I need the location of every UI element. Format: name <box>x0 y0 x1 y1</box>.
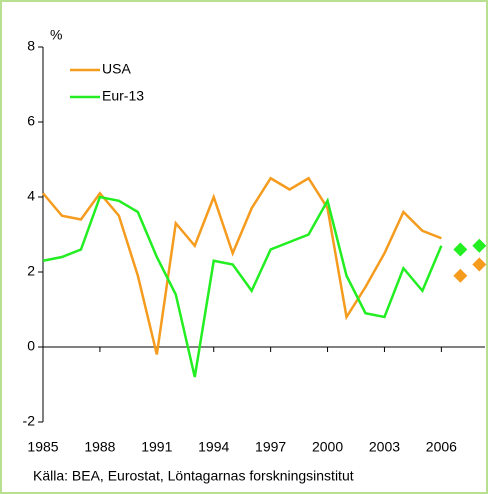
x-tick-label: 2000 <box>312 439 343 455</box>
legend-label: Eur-13 <box>102 88 144 104</box>
forecast-marker <box>472 257 487 272</box>
forecast-marker <box>472 238 487 253</box>
source: Källa: BEA, Eurostat, Löntagarnas forskn… <box>33 468 354 484</box>
y-tick-label: 2 <box>27 263 35 279</box>
x-tick-label: 1985 <box>27 439 58 455</box>
y-tick-label: 8 <box>27 38 35 54</box>
x-tick-label: 1991 <box>141 439 172 455</box>
x-tick-label: 1988 <box>84 439 115 455</box>
series-line <box>42 176 442 355</box>
forecast-marker <box>453 268 468 283</box>
x-tick-label: 2006 <box>426 439 457 455</box>
x-tick-label: 1994 <box>198 439 229 455</box>
y-unit: % <box>50 27 62 43</box>
legend-label: USA <box>102 61 131 77</box>
x-tick-label: 2003 <box>369 439 400 455</box>
y-tick-label: 4 <box>27 188 35 204</box>
y-tick-label: 6 <box>27 113 35 129</box>
y-tick-label: -2 <box>23 413 36 429</box>
forecast-marker <box>453 242 468 257</box>
series-line <box>42 195 443 378</box>
y-tick-label: 0 <box>27 338 35 354</box>
x-tick-label: 1997 <box>255 439 286 455</box>
